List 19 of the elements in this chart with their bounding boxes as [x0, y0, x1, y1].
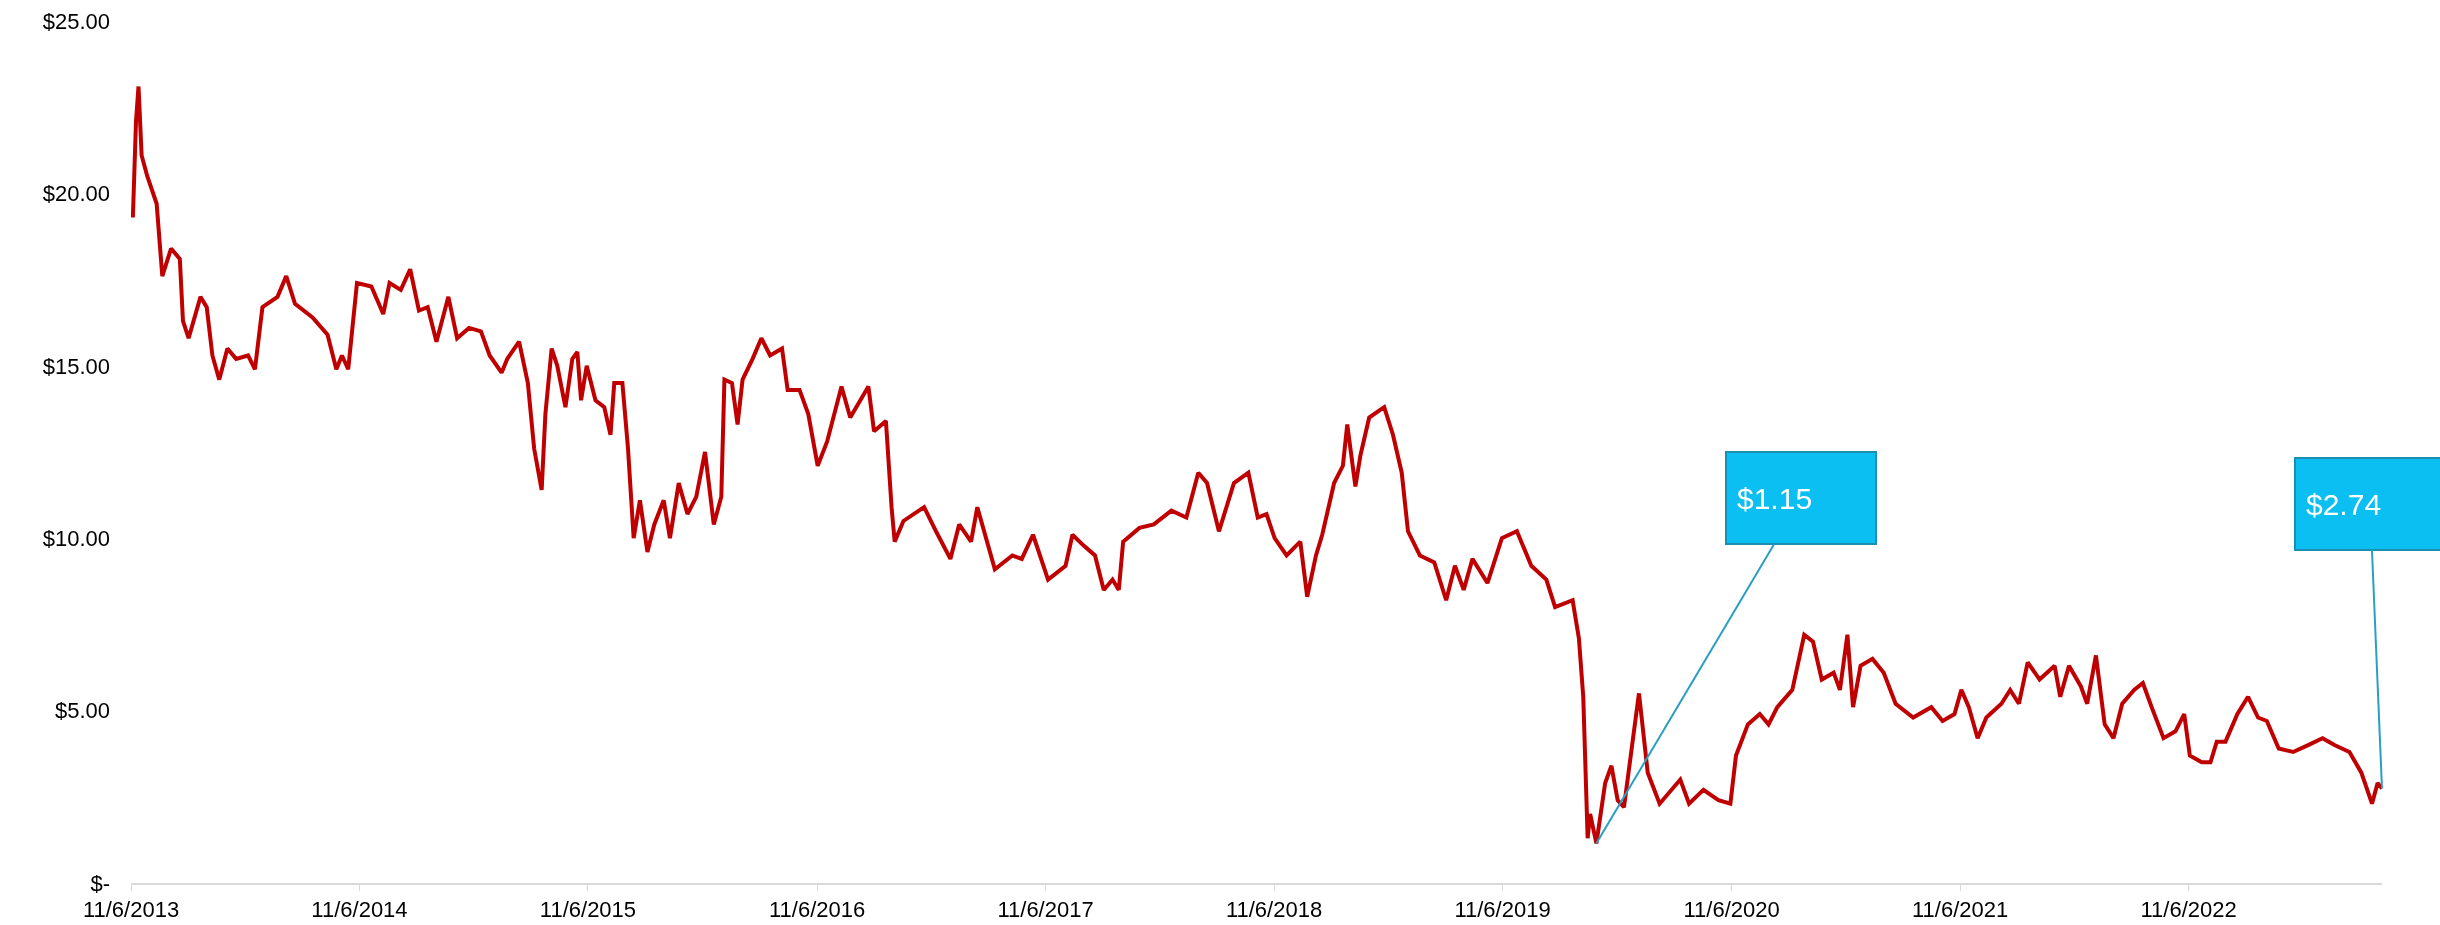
x-tick-label: 11/6/2016	[768, 897, 866, 923]
x-tick-label: 11/6/2014	[311, 897, 408, 923]
x-tick-label: 11/6/2017	[997, 897, 1094, 923]
line-series	[131, 84, 2382, 846]
y-tick-label: $20.00	[42, 181, 110, 207]
y-tick-label: $10.00	[42, 525, 110, 551]
x-tick-label: 11/6/2015	[539, 897, 637, 923]
x-tick-label: 11/6/2013	[82, 897, 180, 923]
x-tick-label: 11/6/2021	[1911, 897, 2009, 923]
x-tick-label: 11/6/2020	[1683, 897, 1780, 923]
y-tick-label: $5.00	[54, 698, 110, 724]
y-tick-label: $25.00	[42, 8, 110, 34]
annotation: $1.15	[1737, 481, 1813, 515]
x-tick-label: 11/6/2019	[1454, 897, 1551, 923]
y-tick-label: $15.00	[42, 353, 110, 379]
y-tick-label: $-	[90, 870, 110, 896]
x-tick-label: 11/6/2022	[2140, 897, 2237, 923]
annotation: $2.74	[2306, 487, 2382, 521]
x-tick-label: 11/6/2018	[1225, 897, 1323, 923]
